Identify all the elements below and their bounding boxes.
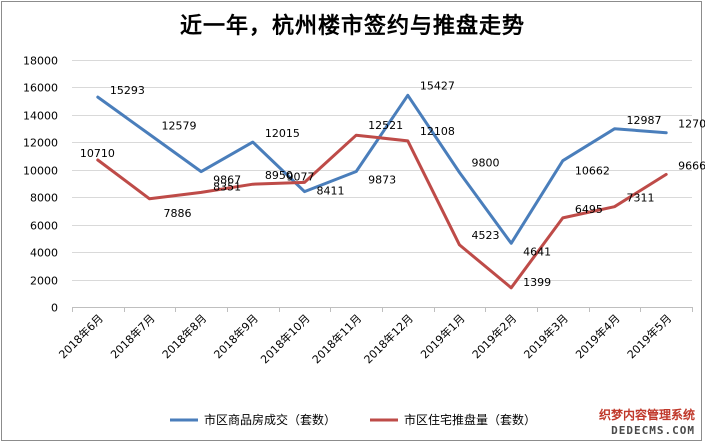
data-label: 8411 xyxy=(317,185,345,198)
y-tick-label: 4000 xyxy=(30,247,58,260)
data-label: 12108 xyxy=(420,125,455,138)
x-tick-label: 2018年7月 xyxy=(107,311,157,361)
y-tick-label: 12000 xyxy=(23,137,58,150)
y-tick-label: 6000 xyxy=(30,220,58,233)
series-line-1 xyxy=(96,93,668,245)
y-axis: 0 2000 4000 6000 8000 10000 12000 14000 16000 180… xyxy=(23,55,58,315)
y-tick-label: 10000 xyxy=(23,165,58,178)
x-tick-label: 2019年2月 xyxy=(469,311,519,361)
x-tick-label: 2018年6月 xyxy=(56,311,106,361)
data-label: 4641 xyxy=(523,245,551,258)
data-label: 9800 xyxy=(472,157,500,170)
data-label: 9077 xyxy=(287,170,315,183)
data-label: 12015 xyxy=(265,127,300,140)
data-label: 4523 xyxy=(472,229,500,242)
data-label: 12703 xyxy=(678,118,705,131)
data-label: 12579 xyxy=(162,119,197,132)
data-label: 12987 xyxy=(627,114,662,127)
legend-label: 市区住宅推盘量（套数） xyxy=(404,412,536,427)
gridlines xyxy=(72,60,692,308)
x-tick-label: 2018年12月 xyxy=(361,311,416,366)
data-label: 10662 xyxy=(575,165,610,178)
series-line-2 xyxy=(96,133,668,290)
x-axis: 2018年6月 2018年7月 2018年8月 2018年9月2018年10月2018… xyxy=(56,307,693,366)
plot-area xyxy=(96,93,668,290)
data-label: 7886 xyxy=(164,207,192,220)
data-label: 9873 xyxy=(368,174,396,187)
watermark-url: DEDECMS.COM xyxy=(611,424,695,437)
data-label: 15293 xyxy=(110,84,145,97)
data-label: 9666 xyxy=(678,159,705,172)
y-tick-label: 16000 xyxy=(23,82,58,95)
legend-label: 市区商品房成交（套数） xyxy=(204,412,336,427)
data-label: 12521 xyxy=(368,119,403,132)
data-label: 8950 xyxy=(265,169,293,182)
data-label: 1399 xyxy=(523,276,551,289)
data-label: 6495 xyxy=(575,203,603,216)
chart-title: 近一年，杭州楼市签约与推盘走势 xyxy=(179,13,525,39)
data-label: 15427 xyxy=(420,79,455,92)
data-label: 9867 xyxy=(213,174,241,187)
y-tick-label: 18000 xyxy=(23,55,58,68)
x-tick-label: 2019年1月 xyxy=(417,311,467,361)
x-tick-label: 2019年3月 xyxy=(521,311,571,361)
y-tick-label: 14000 xyxy=(23,110,58,123)
data-label: 8351 xyxy=(213,180,241,193)
y-tick-label: 2000 xyxy=(30,275,58,288)
x-tick-label: 2019年4月 xyxy=(572,311,622,361)
data-label: 7311 xyxy=(627,192,655,205)
x-tick-label: 2018年8月 xyxy=(159,311,209,361)
x-tick-label: 2018年11月 xyxy=(309,311,364,366)
y-tick-label: 8000 xyxy=(30,192,58,205)
x-tick-label: 2018年9月 xyxy=(211,311,261,361)
x-tick-label: 2018年10月 xyxy=(257,311,312,366)
legend: 市区商品房成交（套数） 市区住宅推盘量（套数） xyxy=(170,412,536,427)
y-tick-label: 0 xyxy=(51,302,58,315)
x-tick-label: 2019年5月 xyxy=(624,311,674,361)
data-labels: 15293 12579 9867 12015 8411 9873 15427 9800 4641… xyxy=(80,79,705,288)
data-label: 10710 xyxy=(80,147,115,160)
watermark-text: 织梦内容管理系统 xyxy=(598,408,695,422)
